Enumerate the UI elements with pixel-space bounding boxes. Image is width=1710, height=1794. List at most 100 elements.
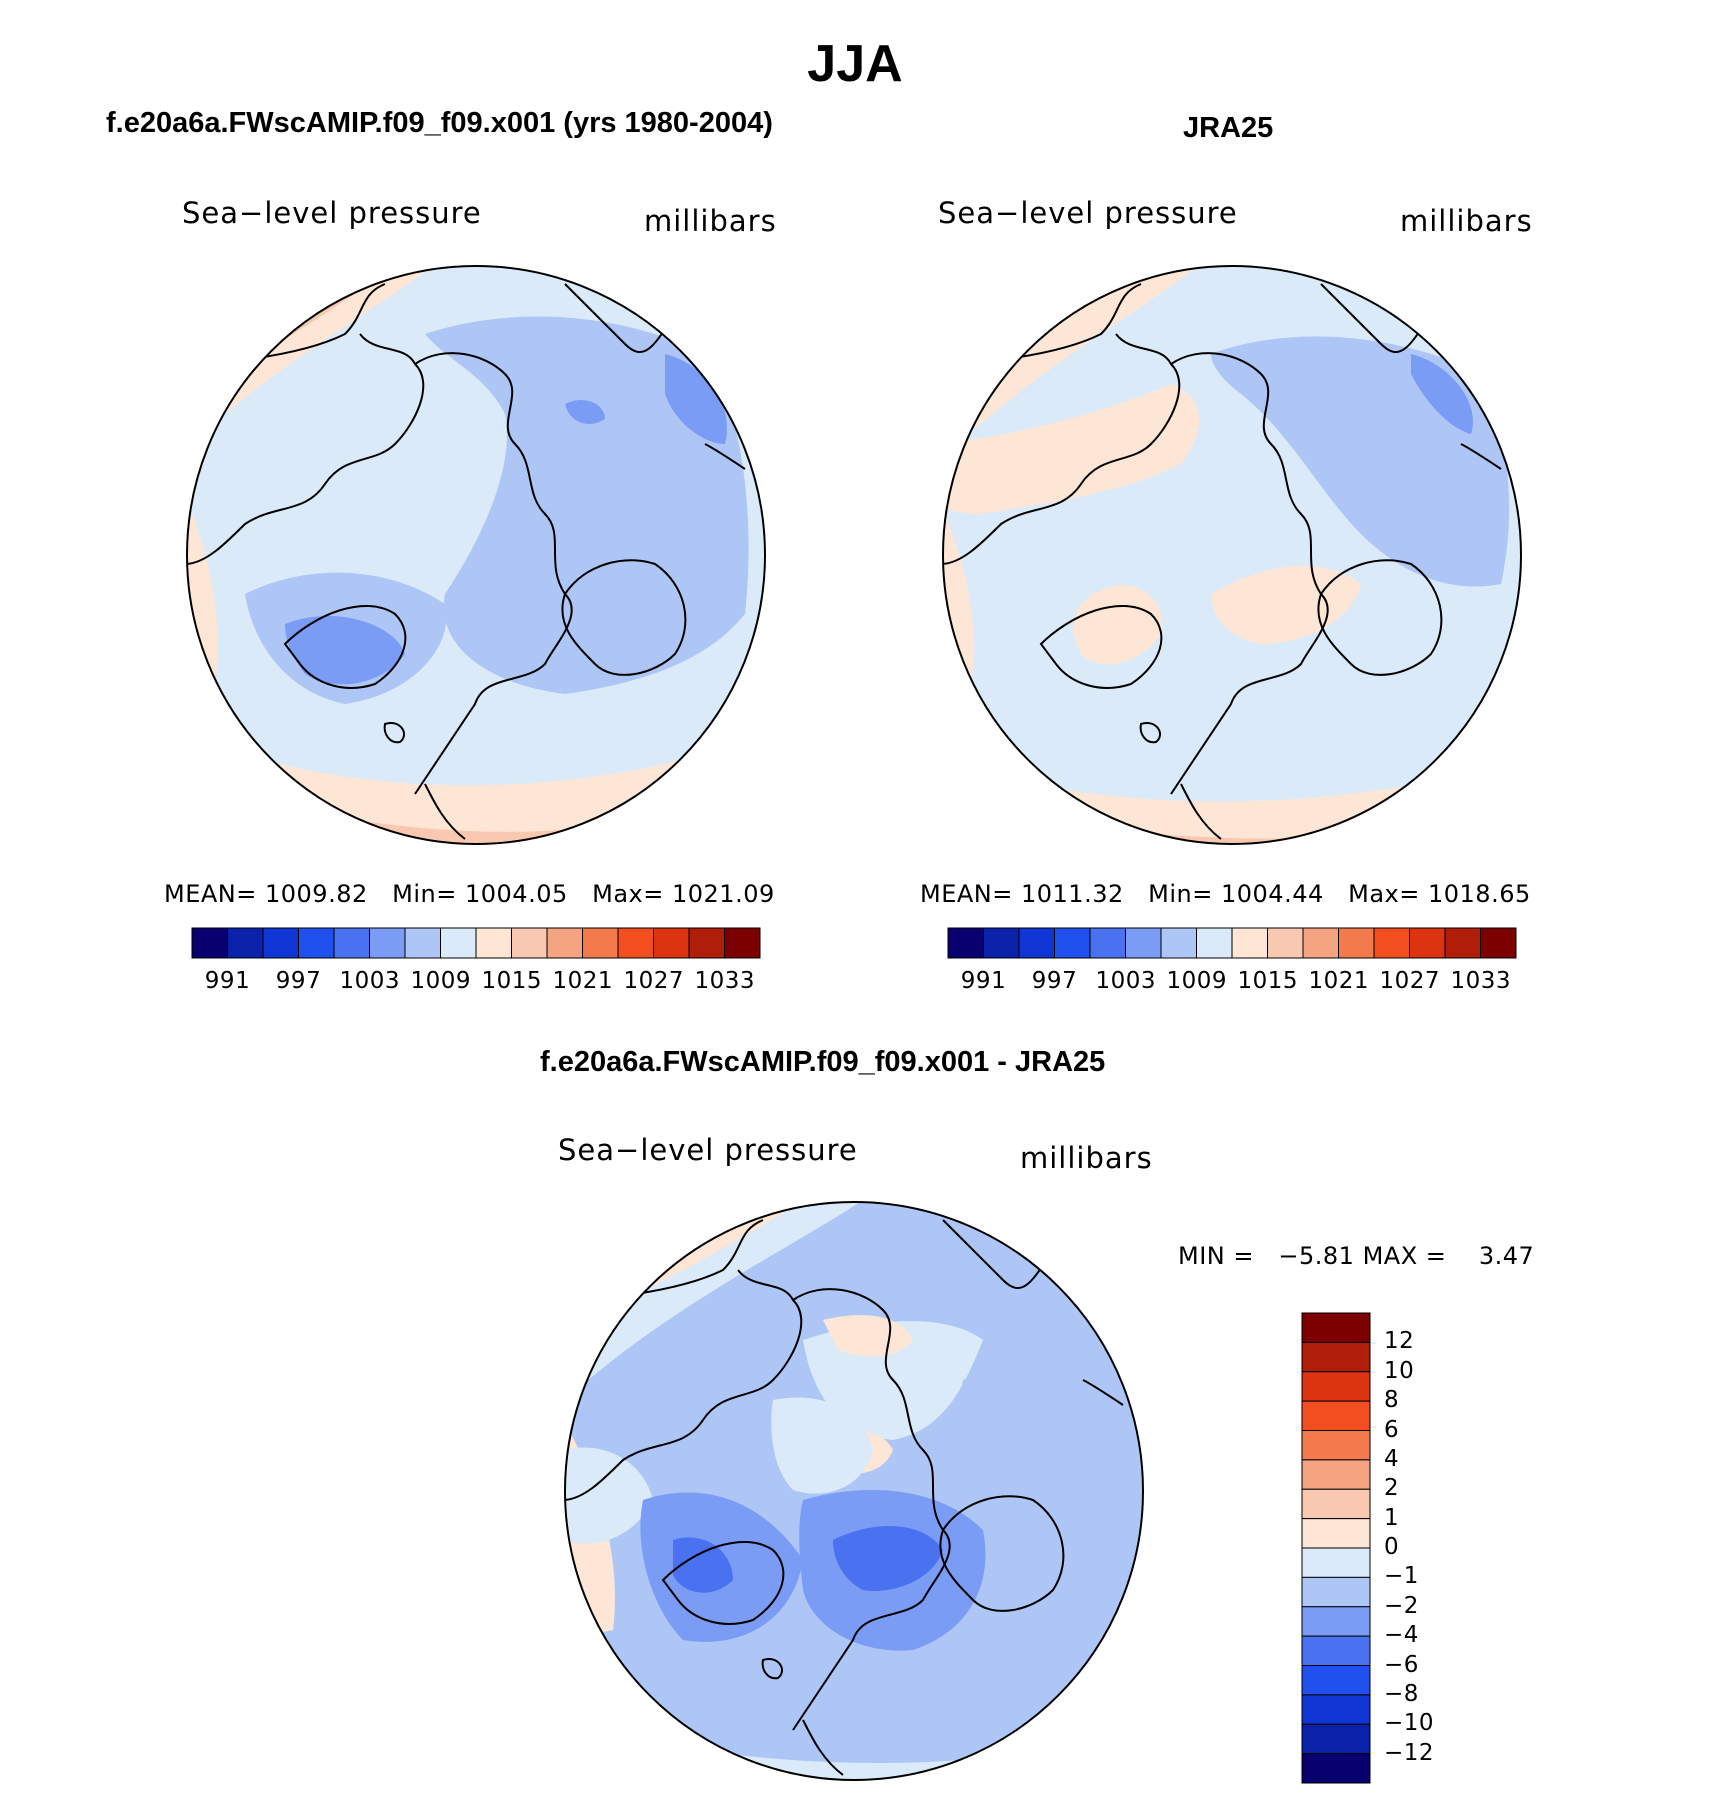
colorbar-tick-label: 1021 [1308, 968, 1370, 994]
panel-2-units-label: millibars [1400, 204, 1533, 238]
diff-colorbar-swatch [1301, 1518, 1371, 1549]
colorbar-swatch [1267, 927, 1304, 959]
colorbar-swatch [983, 927, 1020, 959]
diff-colorbar-swatch [1301, 1488, 1371, 1520]
colorbar-swatch [1302, 927, 1339, 959]
colorbar-swatch [1373, 927, 1410, 959]
panel-1-colorbar-labels: 991 997 1003 1009 1015 1021 1027 1033 [192, 968, 760, 998]
colorbar-tick-label: 1003 [1095, 968, 1157, 994]
diff-colorbar-swatch [1301, 1371, 1371, 1402]
panel-1-max-value: 1021.09 [672, 880, 775, 908]
diff-panel-max-label: MAX = [1362, 1242, 1447, 1270]
panel-1-min-label: Min= [392, 880, 457, 908]
colorbar-swatch [1054, 927, 1091, 959]
diff-colorbar-tick-label: 6 [1384, 1416, 1400, 1443]
colorbar-swatch [653, 927, 690, 959]
diff-panel-stats: MIN = −5.81 MAX = 3.47 [1178, 1242, 1534, 1270]
colorbar-tick-label: 1015 [1237, 968, 1299, 994]
panel-2-mean-value: 1011.32 [1021, 880, 1124, 908]
panel-1-mean-label: MEAN= [164, 880, 257, 908]
diff-colorbar-tick-label: 1 [1384, 1504, 1400, 1531]
colorbar-swatch [1338, 927, 1375, 959]
colorbar-swatch [1409, 927, 1446, 959]
diff-colorbar-swatch [1301, 1635, 1371, 1667]
panel-2-colorbar-labels: 991 997 1003 1009 1015 1021 1027 1033 [948, 968, 1516, 998]
diff-colorbar-tick-label: 2 [1384, 1475, 1400, 1502]
diff-panel-variable-label: Sea−level pressure [558, 1133, 858, 1167]
panel-1-stats: MEAN= 1009.82 Min= 1004.05 Max= 1021.09 [164, 880, 775, 908]
panel-2-colorbar [947, 927, 1517, 959]
colorbar-tick-label: 1009 [1166, 968, 1228, 994]
diff-colorbar-tick-label: 4 [1384, 1445, 1400, 1472]
diff-colorbar-swatch [1301, 1665, 1371, 1696]
panel-2-variable-label: Sea−level pressure [938, 196, 1238, 230]
diff-colorbar-tick-label: 0 [1384, 1534, 1400, 1560]
colorbar-tick-label: 1027 [623, 968, 685, 994]
diff-colorbar-swatch [1301, 1694, 1371, 1725]
diff-colorbar-swatch [1301, 1400, 1371, 1432]
panel-1-title: f.e20a6a.FWscAMIP.f09_f09.x001 (yrs 1980… [106, 107, 773, 139]
colorbar-tick-label: 1015 [481, 968, 543, 994]
panel-1-variable-label: Sea−level pressure [182, 196, 482, 230]
colorbar-swatch [947, 927, 984, 959]
diff-colorbar-tick-label: −2 [1384, 1592, 1419, 1619]
panel-2-map-border [942, 265, 1522, 845]
colorbar-tick-label: 997 [275, 968, 322, 994]
diff-panel-colorbar [1301, 1312, 1371, 1784]
colorbar-tick-label: 991 [204, 968, 251, 994]
panel-1-colorbar [191, 927, 761, 959]
diff-colorbar-tick-label: −10 [1384, 1710, 1435, 1737]
colorbar-swatch [1018, 927, 1055, 959]
colorbar-swatch [617, 927, 654, 959]
diff-colorbar-tick-label: 8 [1384, 1387, 1400, 1414]
colorbar-swatch [546, 927, 583, 959]
diff-colorbar-swatch [1301, 1547, 1371, 1578]
colorbar-swatch [724, 927, 761, 959]
diff-panel-title: f.e20a6a.FWscAMIP.f09_f09.x001 - JRA25 [540, 1046, 1106, 1078]
diff-colorbar-tick-label: −4 [1384, 1622, 1419, 1649]
colorbar-swatch [404, 927, 441, 959]
diff-colorbar-tick-label: −12 [1384, 1739, 1435, 1766]
colorbar-swatch [1089, 927, 1126, 959]
colorbar-swatch [440, 927, 477, 959]
diff-colorbar-tick-label: −6 [1384, 1651, 1419, 1678]
colorbar-swatch [1231, 927, 1268, 959]
panel-2-max-label: Max= [1348, 880, 1420, 908]
colorbar-swatch [369, 927, 406, 959]
diff-panel-colorbar-labels: 12 10 8 6 4 2 1 0 −1 −2 −4 −6 −8 −10 −12 [1384, 1313, 1464, 1783]
colorbar-swatch [475, 927, 512, 959]
diff-colorbar-swatch [1301, 1459, 1371, 1490]
diff-panel-polar-map [564, 1201, 1144, 1781]
colorbar-swatch [1125, 927, 1162, 959]
diff-colorbar-tick-label: 10 [1384, 1357, 1415, 1384]
colorbar-tick-label: 991 [960, 968, 1007, 994]
panel-2-mean-label: MEAN= [920, 880, 1013, 908]
colorbar-swatch [333, 927, 370, 959]
colorbar-swatch [1160, 927, 1197, 959]
colorbar-tick-label: 997 [1031, 968, 1078, 994]
diff-panel-min-value: −5.81 [1278, 1242, 1355, 1270]
diff-colorbar-swatch [1301, 1576, 1371, 1608]
panel-1-min-value: 1004.05 [464, 880, 568, 908]
colorbar-swatch [1444, 927, 1481, 959]
panel-2-coastlines [943, 283, 1502, 840]
diff-colorbar-tick-label: 12 [1384, 1328, 1415, 1355]
panel-1-map-border [186, 265, 766, 845]
panel-1-units-label: millibars [644, 204, 777, 238]
diff-colorbar-swatch [1301, 1606, 1371, 1637]
diff-colorbar-tick-label: −8 [1384, 1680, 1419, 1707]
diff-panel-units-label: millibars [1020, 1141, 1153, 1175]
colorbar-swatch [688, 927, 725, 959]
diff-colorbar-swatch [1301, 1723, 1371, 1755]
diff-panel-min-label: MIN = [1178, 1242, 1254, 1270]
panel-2-min-value: 1004.44 [1220, 880, 1324, 908]
panel-1-mean-value: 1009.82 [265, 880, 368, 908]
colorbar-swatch [1196, 927, 1233, 959]
colorbar-tick-label: 1027 [1379, 968, 1441, 994]
colorbar-swatch [1480, 927, 1517, 959]
colorbar-tick-label: 1033 [1450, 968, 1512, 994]
colorbar-tick-label: 1003 [339, 968, 401, 994]
panel-1-coastlines [187, 283, 746, 840]
diff-panel-max-value: 3.47 [1478, 1242, 1535, 1270]
panel-2-title: JRA25 [1183, 112, 1274, 144]
